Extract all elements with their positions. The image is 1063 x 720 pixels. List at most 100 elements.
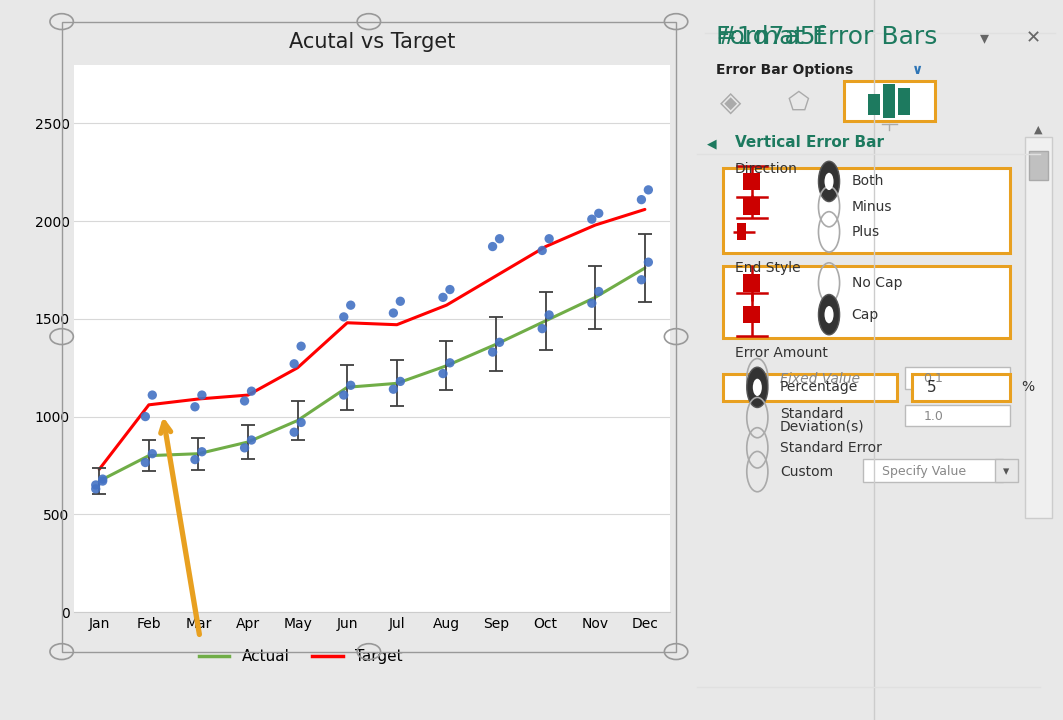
Point <box>243 385 260 397</box>
Point <box>491 233 508 245</box>
Point <box>640 256 657 268</box>
Point <box>342 379 359 391</box>
Point <box>541 233 558 245</box>
FancyBboxPatch shape <box>723 266 1010 338</box>
Point <box>590 207 607 219</box>
Bar <box>737 223 745 240</box>
Point <box>584 297 601 309</box>
Circle shape <box>825 173 833 190</box>
FancyBboxPatch shape <box>723 374 897 401</box>
Circle shape <box>819 161 840 202</box>
Title: Acutal vs Target: Acutal vs Target <box>289 32 455 52</box>
Point <box>193 446 210 457</box>
Point <box>342 300 359 311</box>
Text: Standard Error: Standard Error <box>780 441 882 455</box>
Text: Fixed Value: Fixed Value <box>780 372 860 386</box>
Text: ✕: ✕ <box>1025 29 1041 47</box>
Point <box>286 426 303 438</box>
Text: 5: 5 <box>927 380 937 395</box>
Text: Minus: Minus <box>851 199 892 214</box>
Text: 0.1: 0.1 <box>924 372 943 385</box>
Text: ▲: ▲ <box>1034 125 1043 135</box>
Text: Format Error Bars: Format Error Bars <box>715 25 938 49</box>
Text: Error Amount: Error Amount <box>735 346 828 359</box>
Point <box>385 307 402 319</box>
Text: Error Bar Options: Error Bar Options <box>715 63 854 77</box>
FancyBboxPatch shape <box>912 374 1010 401</box>
Point <box>292 417 309 428</box>
FancyBboxPatch shape <box>723 168 1010 253</box>
Point <box>137 456 154 468</box>
Point <box>441 357 458 369</box>
Text: End Style: End Style <box>735 261 800 274</box>
Point <box>186 454 203 465</box>
Point <box>632 194 649 205</box>
FancyBboxPatch shape <box>905 405 1010 426</box>
Point <box>534 245 551 256</box>
Point <box>491 336 508 348</box>
Point <box>87 480 104 491</box>
Text: No Cap: No Cap <box>851 276 902 290</box>
Point <box>541 309 558 320</box>
Circle shape <box>819 294 840 335</box>
Point <box>193 390 210 401</box>
FancyBboxPatch shape <box>863 459 1002 482</box>
Point <box>590 286 607 297</box>
Text: Cap: Cap <box>851 307 879 322</box>
Point <box>484 346 501 358</box>
Bar <box>882 84 895 118</box>
Text: Direction: Direction <box>735 162 797 176</box>
Text: ◈: ◈ <box>721 89 742 116</box>
Point <box>186 401 203 413</box>
Point <box>292 341 309 352</box>
Point <box>392 376 409 387</box>
Point <box>95 475 112 487</box>
Point <box>435 368 452 379</box>
Bar <box>867 94 879 115</box>
Text: Percentage: Percentage <box>780 380 858 395</box>
FancyBboxPatch shape <box>844 81 934 121</box>
Bar <box>743 306 760 323</box>
Point <box>236 442 253 454</box>
Text: Both: Both <box>851 174 884 189</box>
Text: ▾: ▾ <box>1003 465 1010 478</box>
Point <box>534 323 551 334</box>
Point <box>144 390 161 401</box>
Point <box>87 483 104 495</box>
Point <box>441 284 458 295</box>
Point <box>640 184 657 196</box>
Bar <box>743 274 760 292</box>
Legend: Actual, Target: Actual, Target <box>192 643 408 670</box>
Point <box>286 358 303 369</box>
Point <box>243 434 260 446</box>
Text: Deviation(s): Deviation(s) <box>780 420 864 434</box>
Point <box>335 311 352 323</box>
FancyBboxPatch shape <box>995 459 1017 482</box>
Text: ▾: ▾ <box>980 29 989 47</box>
Point <box>435 292 452 303</box>
Text: Custom: Custom <box>780 464 833 479</box>
Circle shape <box>825 306 833 323</box>
Text: Specify Value: Specify Value <box>882 465 966 478</box>
Bar <box>743 198 760 215</box>
Text: #1d7a5f: #1d7a5f <box>715 25 824 49</box>
Text: ◀: ◀ <box>707 138 716 150</box>
Text: Standard: Standard <box>780 407 843 421</box>
FancyBboxPatch shape <box>1025 137 1051 518</box>
FancyBboxPatch shape <box>905 367 1010 389</box>
Point <box>144 448 161 459</box>
Circle shape <box>753 379 762 396</box>
Point <box>632 274 649 286</box>
Text: Vertical Error Bar: Vertical Error Bar <box>735 135 883 150</box>
Circle shape <box>747 367 767 408</box>
Point <box>584 213 601 225</box>
Text: 1.0: 1.0 <box>924 410 943 423</box>
Bar <box>898 88 910 115</box>
Point <box>95 473 112 485</box>
Point <box>385 384 402 395</box>
Point <box>236 395 253 407</box>
Text: %: % <box>1022 380 1034 395</box>
Point <box>392 295 409 307</box>
Text: ∨: ∨ <box>912 63 924 77</box>
Point <box>484 240 501 252</box>
